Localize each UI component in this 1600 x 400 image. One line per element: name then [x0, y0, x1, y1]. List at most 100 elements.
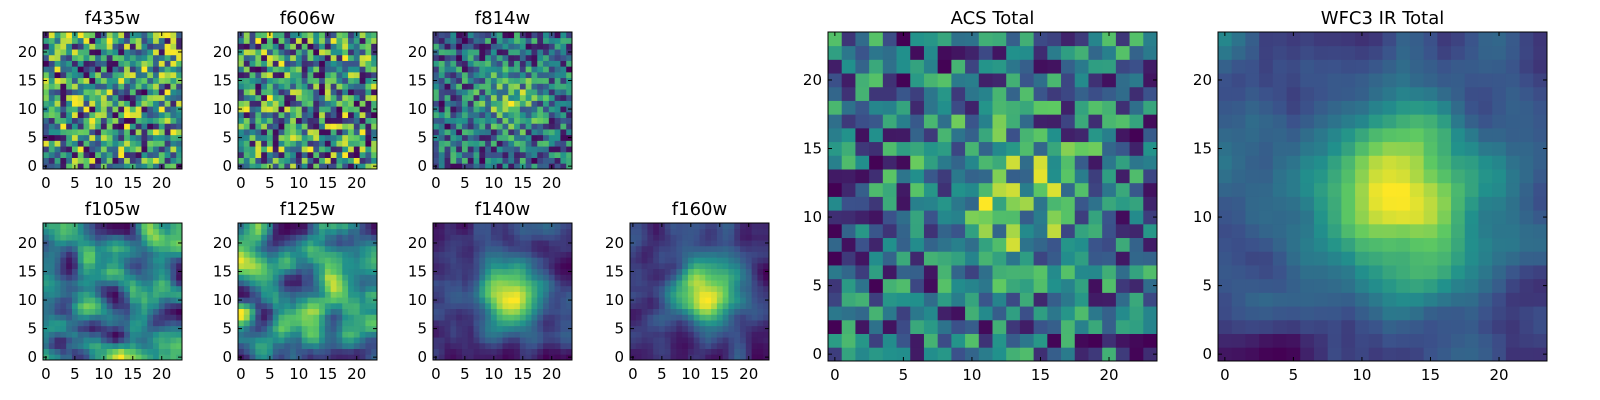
heatmap-cell — [485, 66, 492, 73]
panel-title: f125w — [280, 199, 335, 220]
heatmap-cell — [261, 100, 268, 107]
heatmap-cell — [124, 337, 131, 344]
heatmap-cell — [66, 140, 73, 147]
heatmap-cell — [301, 308, 308, 315]
heatmap-cell — [66, 89, 73, 96]
heatmap-cell — [95, 297, 102, 304]
heatmap-cell — [255, 308, 262, 315]
heatmap-cell — [106, 32, 113, 39]
heatmap-cell — [95, 117, 102, 124]
heatmap-cell — [100, 280, 108, 287]
heatmap-cell — [1143, 155, 1158, 170]
heatmap-cell — [176, 89, 183, 96]
heatmap-cell — [147, 354, 154, 361]
heatmap-cell — [560, 32, 567, 39]
heatmap-cell — [313, 71, 320, 79]
heatmap-cell — [54, 157, 61, 164]
heatmap-cell — [992, 32, 1007, 47]
heatmap-cell — [48, 100, 55, 107]
heatmap-cell — [1341, 333, 1356, 348]
heatmap-cell — [490, 257, 498, 264]
heatmap-cell — [1129, 32, 1144, 47]
heatmap-cell — [910, 73, 925, 88]
heatmap-cell — [170, 302, 177, 310]
heatmap-cell — [543, 163, 550, 170]
heatmap-cell — [118, 302, 125, 310]
heatmap-cell — [272, 66, 279, 73]
heatmap-cell — [336, 123, 343, 130]
heatmap-cell — [951, 319, 966, 334]
heatmap-cell — [255, 228, 262, 235]
heatmap-cell — [255, 274, 262, 281]
heatmap-cell — [359, 134, 366, 141]
heatmap-cell — [828, 182, 843, 197]
heatmap-cell — [135, 291, 142, 298]
heatmap-cell — [745, 285, 753, 292]
heatmap-cell — [147, 77, 154, 84]
heatmap-cell — [330, 106, 337, 113]
heatmap-cell — [353, 325, 361, 332]
heatmap-cell — [124, 66, 131, 73]
heatmap-cell — [1143, 306, 1158, 321]
heatmap-cell — [106, 245, 113, 252]
heatmap-cell — [1464, 292, 1479, 307]
heatmap-cell — [937, 169, 952, 184]
heatmap-cell — [77, 49, 84, 56]
heatmap-cell — [141, 60, 148, 67]
heatmap-cell — [359, 308, 366, 315]
heatmap-cell — [467, 348, 474, 355]
heatmap-cell — [630, 262, 637, 270]
heatmap-cell — [278, 49, 285, 56]
heatmap-cell — [83, 348, 90, 355]
heatmap-cell — [1019, 155, 1035, 170]
heatmap-cell — [77, 77, 84, 84]
heatmap-cell — [543, 134, 550, 141]
heatmap-cell — [54, 314, 61, 321]
heatmap-cell — [1382, 347, 1397, 362]
heatmap-cell — [473, 251, 480, 258]
heatmap-cell — [319, 297, 326, 304]
heatmap-cell — [66, 66, 73, 73]
heatmap-cell — [66, 83, 73, 90]
heatmap-cell — [896, 169, 911, 184]
heatmap-cell — [467, 94, 474, 101]
heatmap-cell — [473, 234, 480, 241]
heatmap-cell — [43, 245, 50, 252]
heatmap-cell — [290, 111, 297, 119]
heatmap-cell — [348, 157, 355, 164]
heatmap-cell — [249, 314, 256, 321]
heatmap-cell — [284, 337, 291, 344]
heatmap-cell — [176, 83, 183, 90]
heatmap-cell — [508, 66, 515, 73]
heatmap-cell — [519, 94, 527, 101]
heatmap-cell — [135, 240, 142, 247]
heatmap-cell — [359, 274, 366, 281]
x-tick-label: 0 — [236, 174, 246, 192]
heatmap-cell — [60, 302, 67, 310]
heatmap-cell — [112, 37, 119, 44]
heatmap-cell — [342, 134, 349, 141]
heatmap-cell — [336, 308, 343, 315]
y-tick-label: 15 — [18, 72, 37, 90]
heatmap-cell — [508, 151, 515, 158]
heatmap-cell — [66, 49, 73, 56]
heatmap-cell — [112, 280, 119, 287]
heatmap-cell — [1019, 114, 1035, 129]
heatmap-cell — [324, 129, 332, 136]
heatmap-cell — [647, 348, 654, 355]
heatmap-cell — [170, 337, 177, 344]
heatmap-cell — [118, 320, 125, 327]
heatmap-cell — [670, 320, 677, 327]
heatmap-cell — [164, 223, 171, 230]
heatmap-cell — [284, 94, 291, 101]
heatmap-cell — [869, 141, 884, 156]
heatmap-cell — [1061, 59, 1076, 74]
heatmap-cell — [828, 333, 843, 348]
panel-title: ACS Total — [951, 8, 1035, 29]
heatmap-cell — [243, 134, 250, 141]
heatmap-cell — [66, 331, 73, 338]
heatmap-cell — [118, 257, 125, 264]
heatmap-cell — [473, 223, 480, 230]
heatmap-cell — [153, 49, 160, 56]
heatmap-cell — [514, 83, 521, 90]
